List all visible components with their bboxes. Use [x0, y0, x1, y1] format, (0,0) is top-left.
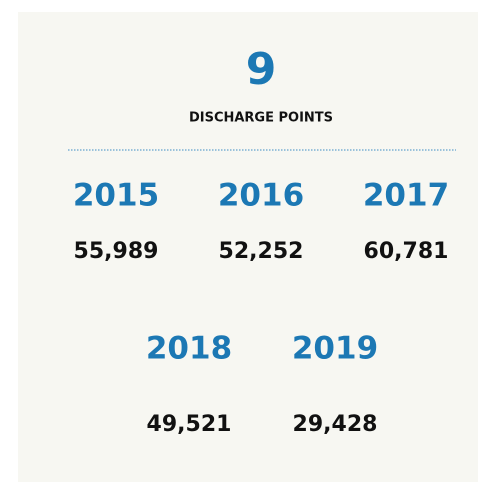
stat-year: 2018 — [146, 331, 232, 367]
stat-value: 29,428 — [293, 412, 378, 437]
headline-number: 9 — [246, 44, 277, 95]
stat-value: 52,252 — [219, 239, 304, 264]
stat-year: 2016 — [218, 178, 304, 214]
stat-value: 60,781 — [364, 239, 449, 264]
stat-value: 55,989 — [74, 239, 159, 264]
panel — [18, 12, 478, 482]
stat-year: 2019 — [292, 331, 378, 367]
stat-year: 2017 — [363, 178, 449, 214]
headline-label: DISCHARGE POINTS — [189, 111, 333, 126]
stat-value: 49,521 — [147, 412, 232, 437]
stat-year: 2015 — [73, 178, 159, 214]
